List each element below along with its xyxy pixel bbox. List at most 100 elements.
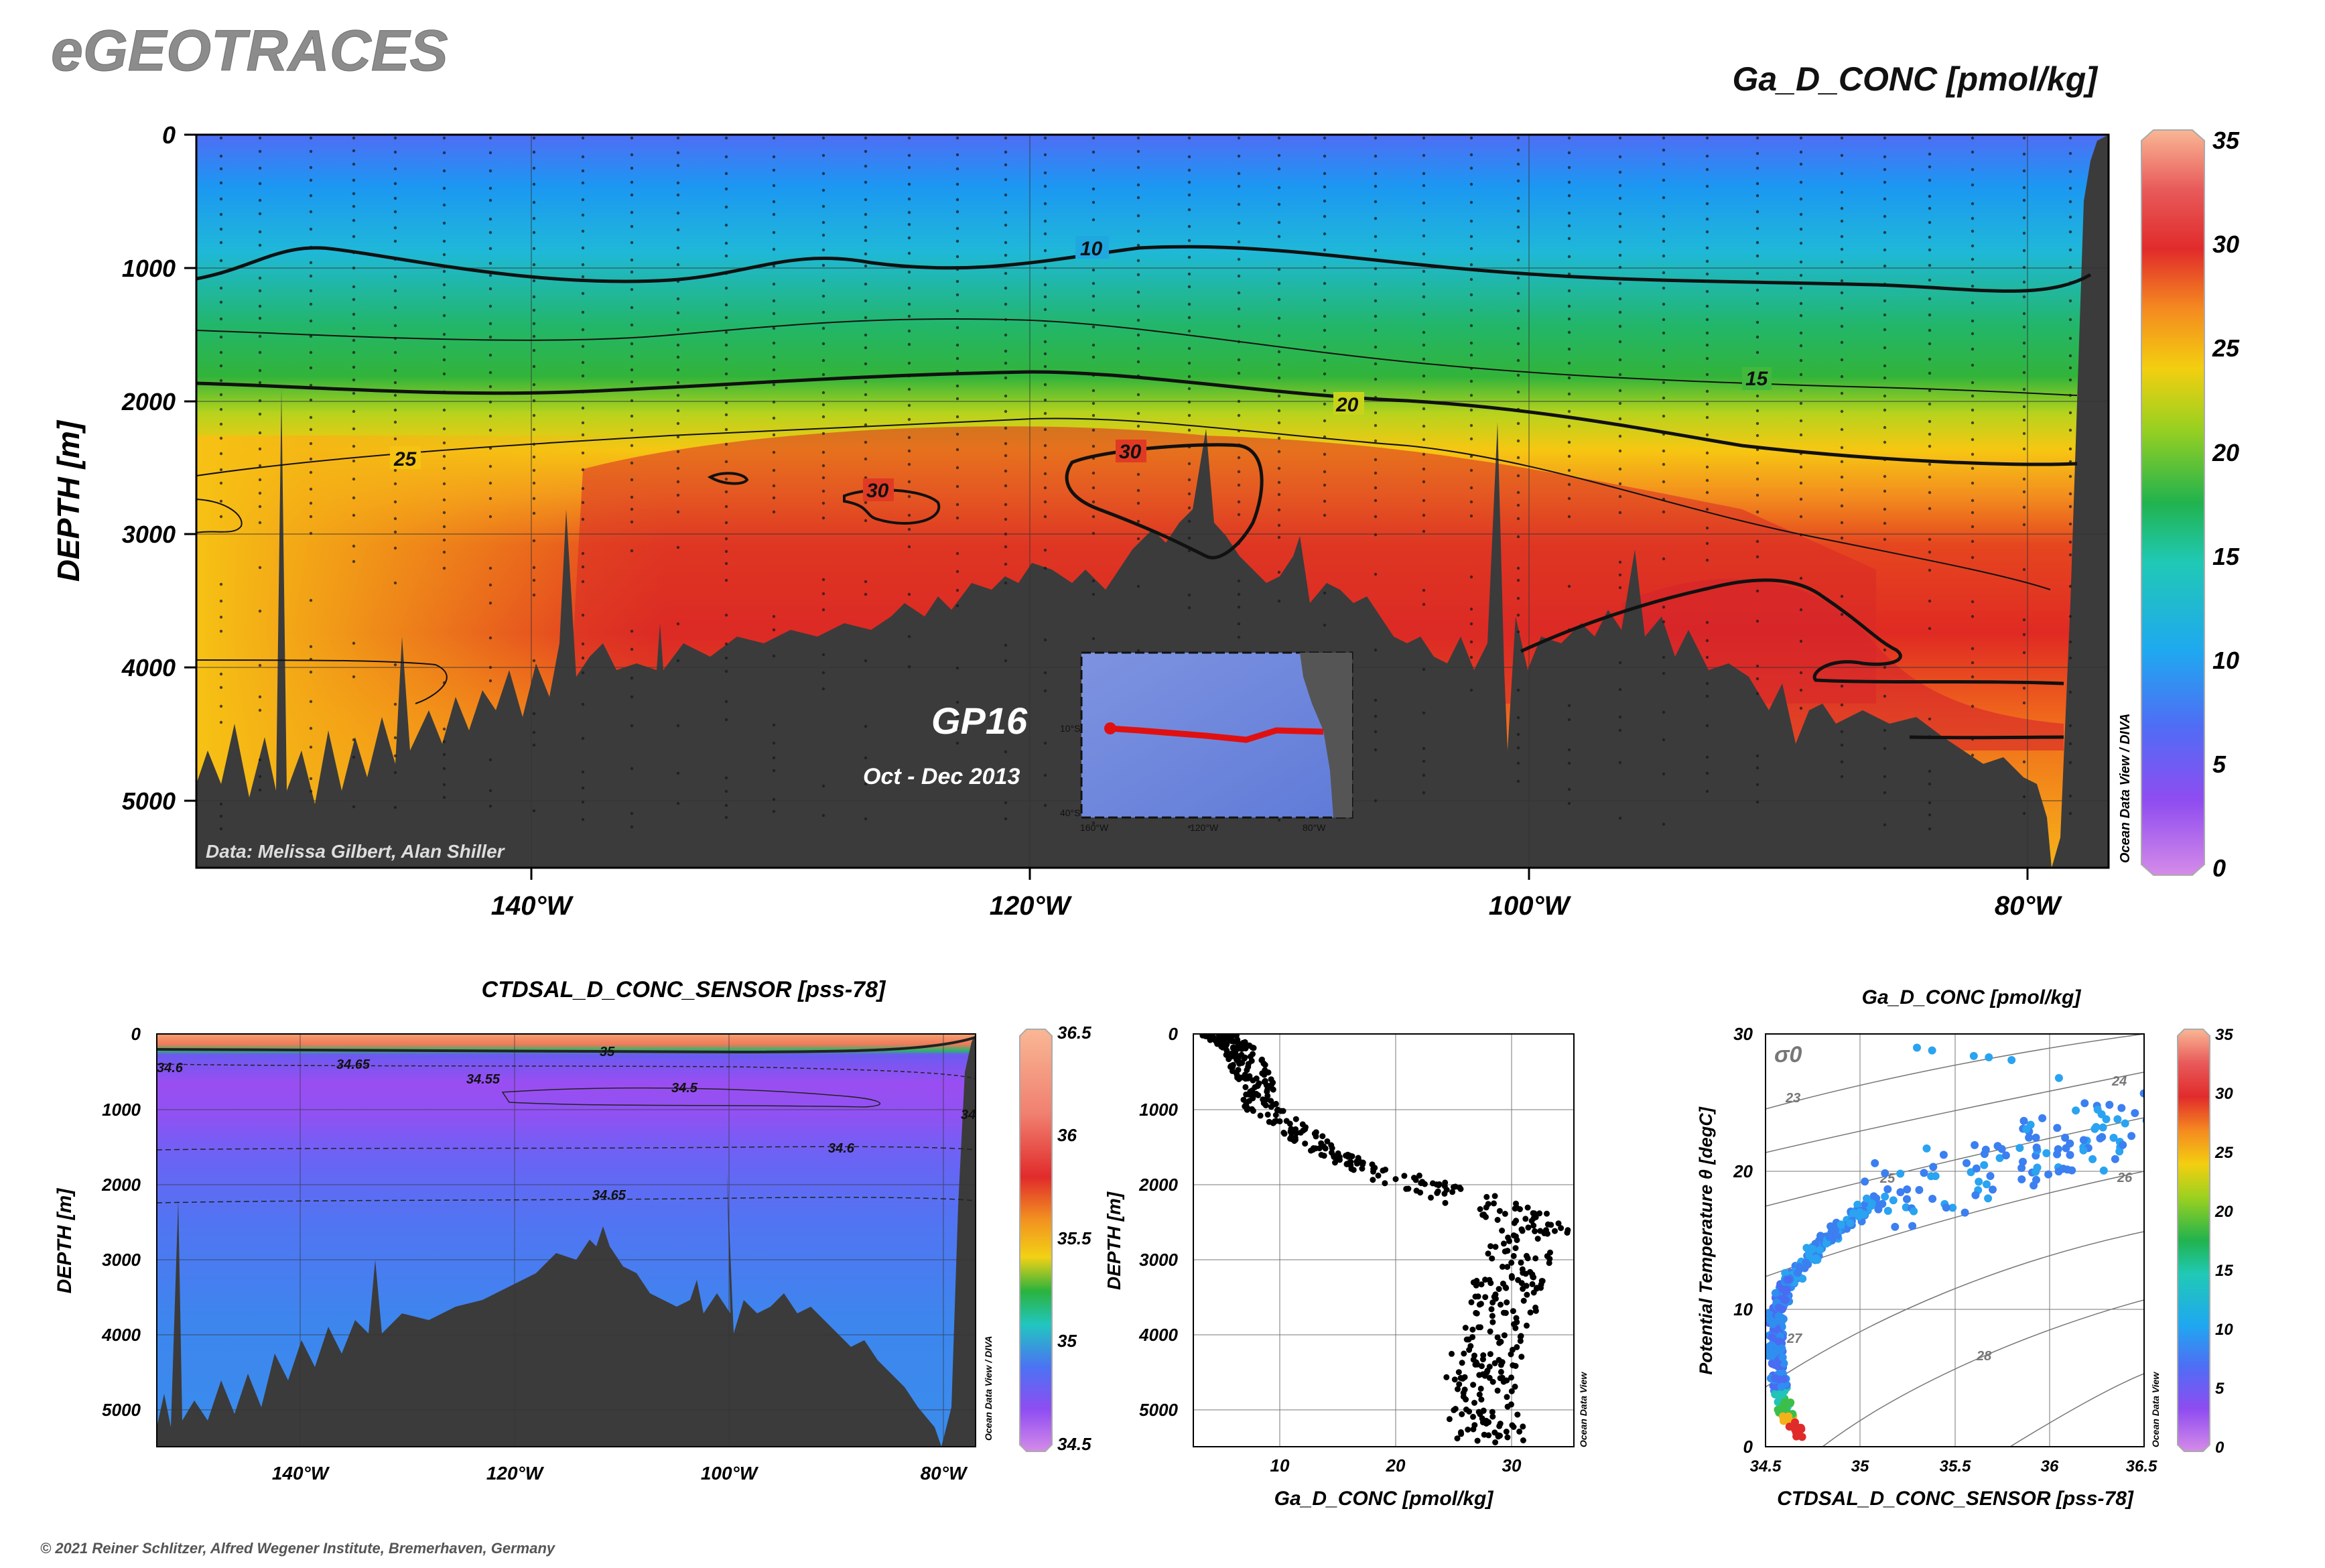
profile-point bbox=[1509, 1422, 1516, 1429]
station-sample-dot bbox=[488, 428, 492, 432]
ts-point bbox=[1792, 1432, 1801, 1441]
station-sample-dot bbox=[1799, 331, 1803, 335]
sal-label-34.65-b: 34.65 bbox=[592, 1188, 626, 1203]
station-sample-dot bbox=[1237, 500, 1241, 504]
ts-title: Ga_D_CONC [pmol/kg] bbox=[1862, 986, 2082, 1008]
station-sample-dot bbox=[442, 136, 446, 140]
station-sample-dot bbox=[1374, 377, 1378, 381]
sal-label-34.65-a: 34.65 bbox=[336, 1057, 371, 1072]
profile-point bbox=[1264, 1092, 1271, 1099]
sal-label-34.6: 34.6 bbox=[828, 1141, 855, 1156]
station-sample-dot bbox=[1374, 698, 1378, 702]
profile-point bbox=[1293, 1130, 1300, 1136]
station-sample-dot bbox=[1755, 288, 1759, 292]
station-sample-dot bbox=[676, 136, 680, 140]
profile-point bbox=[1260, 1096, 1266, 1103]
ts-point bbox=[2019, 1157, 2027, 1166]
station-sample-dot bbox=[393, 150, 397, 154]
station-sample-dot bbox=[1323, 298, 1327, 302]
station-sample-dot bbox=[1323, 328, 1327, 332]
ts-point bbox=[1825, 1232, 1834, 1241]
station-sample-dot bbox=[1618, 212, 1622, 216]
station-sample-dot bbox=[676, 151, 680, 155]
station-sample-dot bbox=[1237, 136, 1241, 140]
station-sample-dot bbox=[352, 477, 356, 481]
station-sample-dot bbox=[1004, 253, 1008, 257]
station-sample-dot bbox=[442, 441, 446, 445]
station-sample-dot bbox=[2068, 640, 2072, 644]
station-sample-dot bbox=[1662, 148, 1666, 152]
station-sample-dot bbox=[1799, 197, 1803, 201]
sigma-28: 28 bbox=[1976, 1349, 1992, 1364]
ts-cbar-tick-30: 30 bbox=[2215, 1085, 2233, 1103]
station-sample-dot bbox=[309, 470, 313, 474]
station-sample-dot bbox=[1567, 787, 1571, 791]
station-sample-dot bbox=[676, 368, 680, 372]
station-sample-dot bbox=[1277, 535, 1281, 539]
profile-point bbox=[1524, 1291, 1530, 1298]
profile-point bbox=[1443, 1374, 1450, 1380]
profile-point bbox=[1238, 1051, 1245, 1058]
station-sample-dot bbox=[442, 151, 446, 155]
station-sample-dot bbox=[488, 247, 492, 251]
station-sample-dot bbox=[1004, 136, 1008, 140]
station-sample-dot bbox=[1323, 281, 1327, 285]
station-sample-dot bbox=[532, 334, 536, 338]
station-sample-dot bbox=[1004, 333, 1008, 337]
profile-point bbox=[1520, 1269, 1526, 1276]
station-sample-dot bbox=[488, 758, 492, 762]
station-sample-dot bbox=[532, 263, 536, 267]
station-sample-dot bbox=[532, 295, 536, 299]
station-sample-dot bbox=[1043, 283, 1047, 287]
profile-point bbox=[1262, 1102, 1269, 1109]
profile-point bbox=[1524, 1322, 1530, 1329]
profile-point bbox=[1538, 1281, 1544, 1288]
contour-30-west-a bbox=[707, 472, 749, 485]
station-sample-dot bbox=[907, 527, 911, 531]
station-sample-dot bbox=[219, 704, 223, 708]
ts-point bbox=[1867, 1199, 1876, 1207]
profile-point bbox=[1280, 1108, 1286, 1114]
station-sample-dot bbox=[442, 372, 446, 376]
station-sample-dot bbox=[1618, 170, 1622, 174]
profile-point bbox=[1210, 1034, 1216, 1040]
station-sample-dot bbox=[955, 279, 959, 283]
station-sample-dot bbox=[1928, 263, 1932, 267]
station-sample-dot bbox=[1237, 172, 1241, 176]
contour-30-east-lower bbox=[1909, 735, 2064, 740]
station-sample-dot bbox=[442, 314, 446, 318]
station-sample-dot bbox=[1469, 263, 1473, 267]
station-sample-dot bbox=[1277, 153, 1281, 157]
station-sample-dot bbox=[724, 330, 728, 334]
station-sample-dot bbox=[955, 210, 959, 214]
station-sample-dot bbox=[1618, 340, 1622, 344]
station-sample-dot bbox=[1374, 299, 1378, 303]
inset-lon-160w: 160°W bbox=[1080, 822, 1109, 833]
station-sample-dot bbox=[532, 399, 536, 403]
station-sample-dot bbox=[2022, 231, 2026, 235]
salinity-title: CTDSAL_D_CONC_SENSOR [pss-78] bbox=[482, 977, 886, 1002]
main-colorbar-body bbox=[2141, 129, 2205, 876]
station-sample-dot bbox=[532, 743, 536, 747]
station-sample-dot bbox=[1091, 294, 1095, 298]
profile-point bbox=[1478, 1396, 1485, 1403]
station-sample-dot bbox=[864, 659, 868, 663]
station-sample-dot bbox=[532, 322, 536, 326]
station-sample-dot bbox=[1755, 194, 1759, 198]
station-sample-dot bbox=[821, 358, 825, 363]
profile-xlabel: Ga_D_CONC [pmol/kg] bbox=[1274, 1488, 1494, 1510]
station-sample-dot bbox=[258, 276, 262, 280]
station-sample-dot bbox=[219, 167, 223, 171]
station-sample-dot bbox=[907, 182, 911, 186]
station-sample-dot bbox=[442, 296, 446, 300]
station-sample-dot bbox=[630, 461, 634, 465]
station-sample-dot bbox=[1043, 171, 1047, 175]
station-sample-dot bbox=[724, 789, 728, 793]
station-sample-dot bbox=[1567, 468, 1571, 472]
contour-20 bbox=[196, 370, 2078, 466]
station-sample-dot bbox=[1840, 703, 1844, 707]
sal-colorbar-body bbox=[1019, 1029, 1053, 1452]
salinity-contour-34.65-deep bbox=[157, 1197, 976, 1203]
station-sample-dot bbox=[724, 460, 728, 464]
